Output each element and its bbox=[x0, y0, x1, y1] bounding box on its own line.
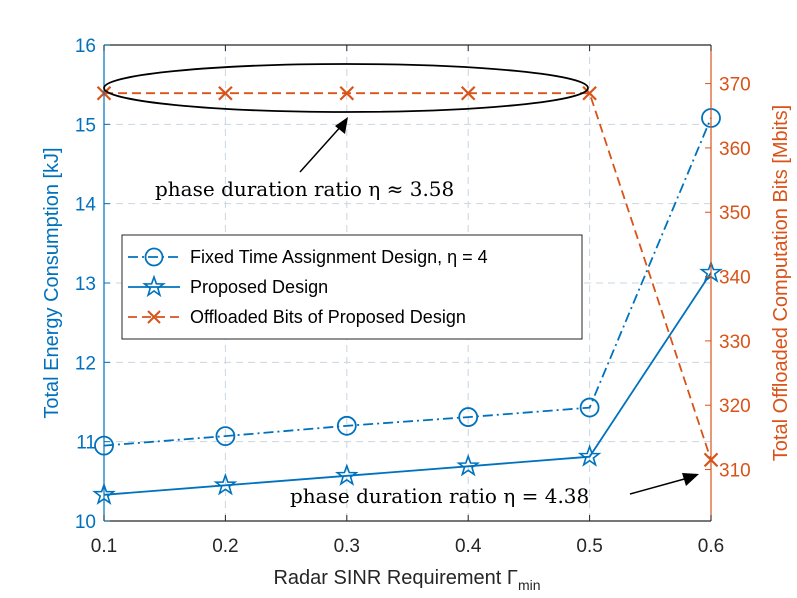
legend-label-proposed: Proposed Design bbox=[190, 277, 328, 297]
data-point-x bbox=[582, 85, 597, 101]
data-point-star bbox=[213, 472, 238, 496]
data-point-circle bbox=[458, 407, 479, 427]
legend-label-fixed: Fixed Time Assignment Design, η = 4 bbox=[190, 247, 488, 267]
y-right-tick-label: 330 bbox=[719, 332, 751, 353]
data-point-circle bbox=[215, 426, 236, 447]
y-left-tick-label: 15 bbox=[75, 115, 96, 136]
data-point-circle bbox=[579, 397, 600, 418]
data-point-x bbox=[339, 85, 355, 101]
legend-label-offloaded: Offloaded Bits of Proposed Design bbox=[190, 307, 466, 327]
annotation-arrowhead-1 bbox=[335, 117, 348, 134]
legend-marker-star bbox=[142, 274, 166, 298]
y-right-tick-label: 340 bbox=[719, 268, 751, 289]
series-line-0 bbox=[103, 117, 712, 447]
y-right-tick-label: 320 bbox=[719, 396, 751, 417]
data-point-star bbox=[334, 463, 359, 486]
x-axis-label-main: Radar SINR Requirement Γ bbox=[273, 567, 517, 589]
data-point-circle bbox=[336, 415, 357, 436]
x-tick-label: 0.2 bbox=[212, 536, 238, 557]
x-tick-label: 0.1 bbox=[91, 536, 117, 557]
y-right-axis-label: Total Offloaded Computation Bits [Mbits] bbox=[770, 105, 792, 461]
x-tick-label: 0.5 bbox=[576, 536, 602, 557]
grid bbox=[104, 45, 711, 521]
annotation-text-2: phase duration ratio η = 4.38 bbox=[290, 484, 589, 508]
annotation-arrow-1 bbox=[299, 123, 344, 173]
legend-box bbox=[121, 234, 583, 340]
y-right-tick-label: 310 bbox=[719, 461, 751, 482]
y-left-tick-label: 14 bbox=[75, 195, 97, 216]
x-axis-label: Radar SINR Requirement Γmin bbox=[273, 567, 540, 593]
x-tick-label: 0.4 bbox=[455, 536, 482, 557]
legend: Fixed Time Assignment Design, η = 4 Prop… bbox=[121, 234, 583, 340]
data-point-star bbox=[577, 444, 602, 467]
annotation-arrowhead-2 bbox=[682, 473, 699, 486]
data-point-x bbox=[218, 85, 233, 101]
y-right-tick-label: 360 bbox=[719, 139, 751, 160]
x-tick-label: 0.3 bbox=[334, 536, 360, 557]
data-point-x bbox=[460, 85, 476, 101]
x-axis-label-sub: min bbox=[518, 577, 541, 593]
y-right-tick-label: 370 bbox=[719, 75, 751, 96]
data-point-star bbox=[456, 453, 481, 477]
y-right-tick-label: 350 bbox=[719, 203, 751, 224]
legend-marker-circle bbox=[144, 247, 164, 267]
legend-marker-x bbox=[147, 310, 161, 324]
y-left-tick-label: 13 bbox=[75, 274, 96, 295]
series-line-2 bbox=[104, 92, 712, 461]
y-left-tick-label: 12 bbox=[75, 353, 96, 374]
y-left-tick-label: 16 bbox=[75, 36, 96, 57]
y-left-axis-label: Total Energy Consumption [kJ] bbox=[41, 147, 63, 418]
series-line-1 bbox=[103, 272, 712, 496]
annotation-arrow-2 bbox=[629, 477, 689, 495]
annotation-ellipse bbox=[103, 63, 589, 113]
annotation-text-1: phase duration ratio η ≈ 3.58 bbox=[155, 177, 454, 201]
x-tick-label: 0.6 bbox=[698, 536, 724, 557]
y-left-tick-label: 10 bbox=[75, 512, 96, 533]
ticks: 0.1 0.2 0.3 0.4 0.5 0.6 10 11 12 13 14 15 16 310 320 33… bbox=[75, 36, 751, 557]
y-left-tick-label: 11 bbox=[76, 433, 96, 454]
